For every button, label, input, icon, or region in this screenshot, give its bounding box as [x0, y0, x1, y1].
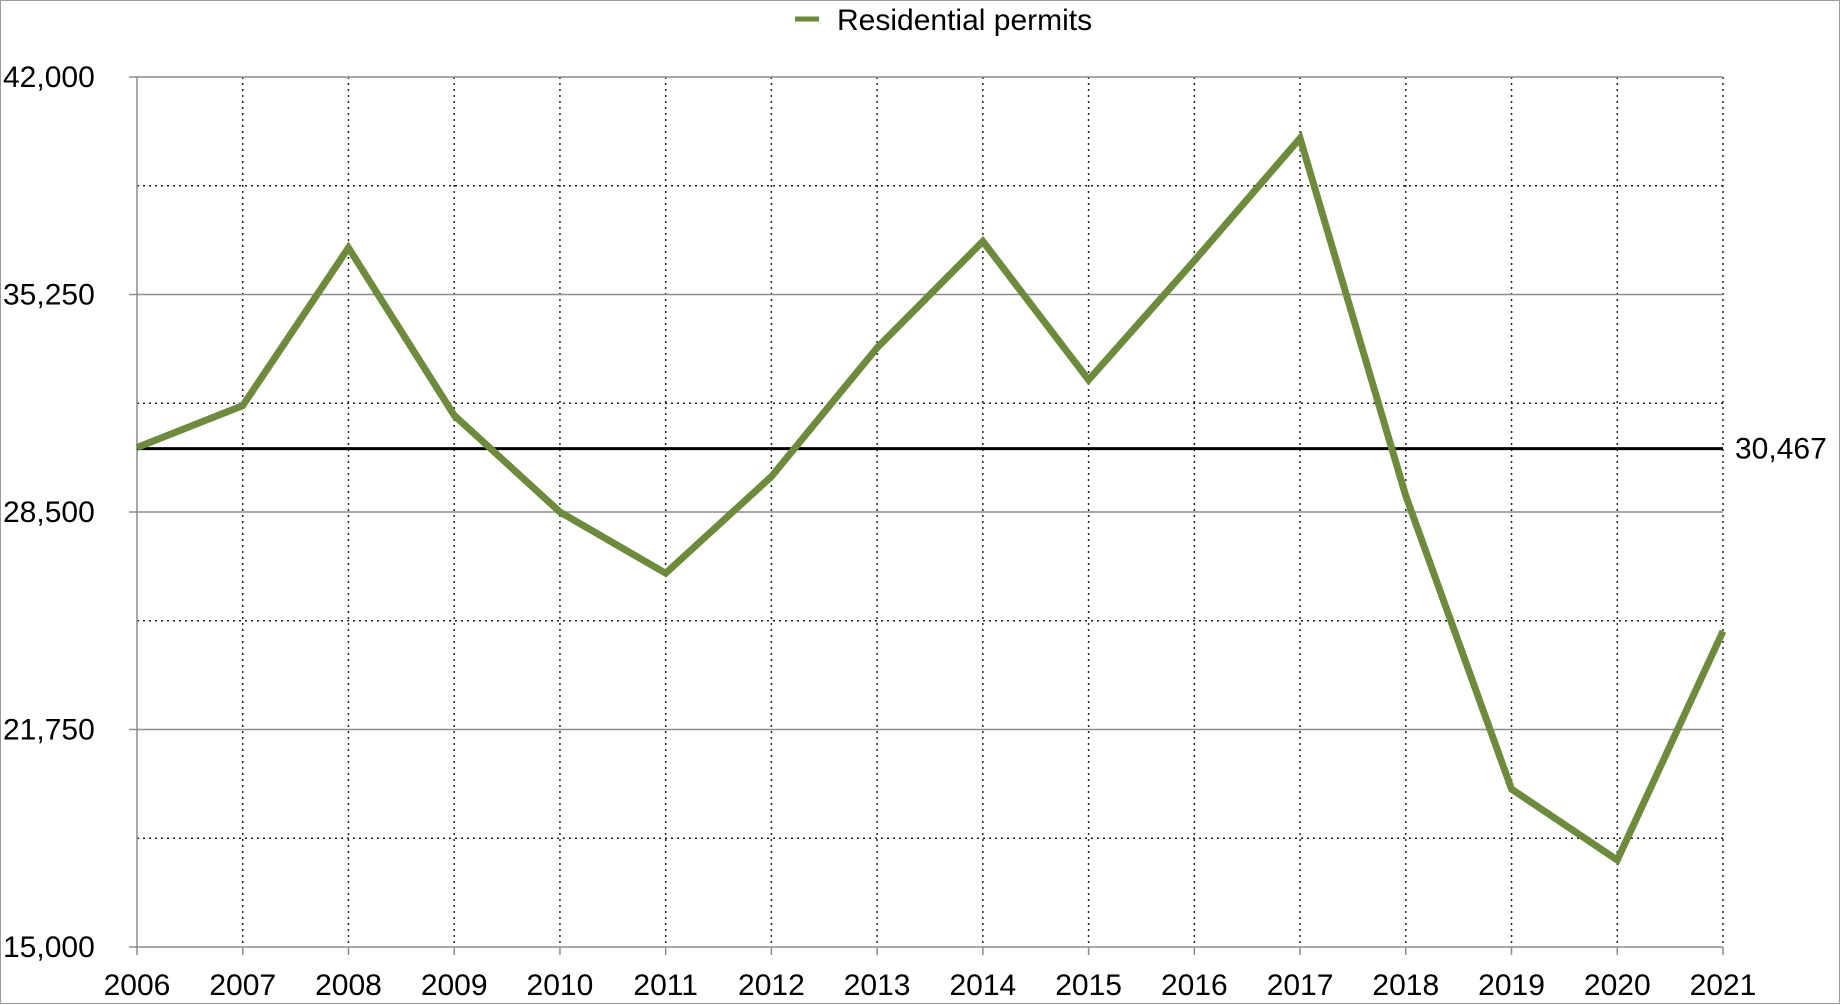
x-tick-label: 2006: [104, 969, 171, 1002]
x-tick-label: 2010: [527, 969, 594, 1002]
y-tick-label: 42,000: [3, 61, 95, 94]
reference-line-group: 30,467: [137, 433, 1827, 466]
x-axis-tick-labels: 2006 2007 2008 2009 2010 2011 2012 2013 2014 2015…: [104, 969, 1757, 1002]
x-tick-label: 2019: [1478, 969, 1545, 1002]
legend-label-residential-permits: Residential permits: [837, 4, 1092, 37]
x-tick-label: 2016: [1161, 969, 1228, 1002]
y-tick-label: 21,750: [3, 714, 95, 747]
y-axis-tick-labels: 15,000 21,750 28,500 35,250 42,000: [3, 61, 95, 964]
x-tick-label: 2008: [315, 969, 382, 1002]
series-group: [137, 138, 1723, 860]
x-tick-label: 2017: [1267, 969, 1334, 1002]
reference-line-label: 30,467: [1735, 433, 1827, 466]
legend: Residential permits: [795, 4, 1092, 37]
series-line-residential-permits: [137, 138, 1723, 860]
x-tick-label: 2021: [1690, 969, 1757, 1002]
x-tick-label: 2020: [1584, 969, 1651, 1002]
y-tick-label: 15,000: [3, 931, 95, 964]
x-tick-label: 2012: [738, 969, 805, 1002]
y-tick-label: 28,500: [3, 496, 95, 529]
y-tick-label: 35,250: [3, 279, 95, 312]
x-tick-label: 2018: [1372, 969, 1439, 1002]
gridlines: [137, 77, 1723, 947]
x-tick-label: 2013: [844, 969, 911, 1002]
x-tick-label: 2011: [633, 969, 698, 1002]
x-tick-label: 2014: [949, 969, 1016, 1002]
axes: [129, 77, 1723, 955]
x-tick-label: 2007: [209, 969, 276, 1002]
x-tick-label: 2015: [1055, 969, 1122, 1002]
x-tick-label: 2009: [421, 969, 488, 1002]
